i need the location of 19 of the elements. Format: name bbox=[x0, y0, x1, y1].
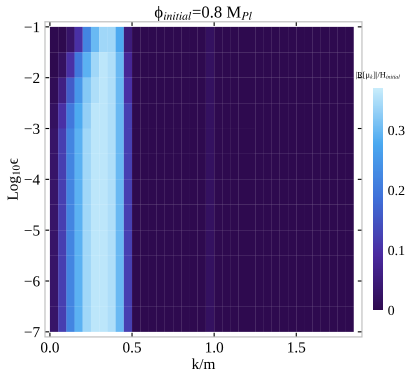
y-tick-label: −6 bbox=[24, 276, 40, 286]
y-tick-label: −5 bbox=[24, 225, 40, 236]
color-bar-label: 0 bbox=[388, 306, 394, 316]
y-tick-label: −1 bbox=[24, 22, 40, 32]
y-tick-label: −4 bbox=[24, 174, 40, 185]
x-tick-label: 1.5 bbox=[288, 342, 306, 353]
color-bar-label: 0.2 bbox=[388, 186, 404, 196]
y-tick-label: −2 bbox=[24, 72, 40, 83]
color-bar-title: |R[μ$_{k}$]|/H$_{initial}$ bbox=[356, 72, 400, 80]
x-axis-title: k/m bbox=[192, 358, 216, 370]
y-tick-label: −3 bbox=[24, 124, 40, 134]
x-tick-label: 0.5 bbox=[123, 342, 141, 353]
chart-title: ϕ$_{initial}$=0.8 M$_{Pl}$ bbox=[154, 6, 252, 22]
color-bar-label: 0.3 bbox=[388, 126, 405, 136]
x-tick-label: 0.0 bbox=[40, 342, 59, 353]
y-tick-label: −7 bbox=[24, 327, 40, 338]
x-tick-label: 1.0 bbox=[206, 342, 224, 353]
y-axis-title: Log$_{10}$ϵ bbox=[8, 158, 21, 200]
color-bar-label: 0.1 bbox=[388, 246, 404, 256]
